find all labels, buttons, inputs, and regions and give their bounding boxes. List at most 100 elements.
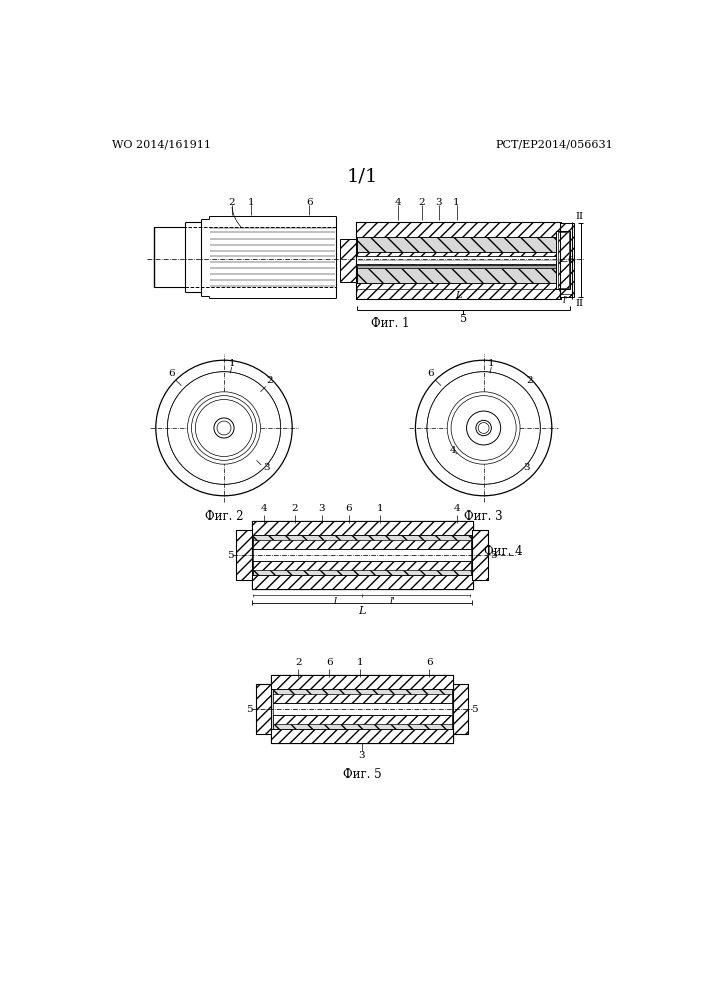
Bar: [273, 694, 452, 703]
Text: 6: 6: [326, 658, 333, 667]
Bar: [558, 232, 569, 288]
Text: 2: 2: [526, 376, 532, 385]
Bar: [253, 540, 472, 549]
Bar: [253, 561, 472, 575]
Text: 2: 2: [295, 658, 302, 667]
Bar: [154, 227, 337, 287]
Bar: [340, 239, 357, 282]
Text: 3: 3: [436, 198, 442, 207]
Bar: [356, 222, 561, 237]
Text: 6: 6: [426, 658, 433, 667]
Text: l: l: [333, 597, 337, 606]
Text: PCT/EP2014/056631: PCT/EP2014/056631: [496, 139, 613, 149]
Circle shape: [217, 421, 231, 435]
Text: WO 2014/161911: WO 2014/161911: [112, 139, 211, 149]
Text: Фиг. 3: Фиг. 3: [464, 510, 503, 523]
Text: l': l': [390, 597, 396, 606]
Circle shape: [168, 372, 281, 484]
Bar: [252, 521, 473, 535]
Circle shape: [214, 418, 234, 438]
Circle shape: [187, 392, 260, 464]
Bar: [356, 256, 561, 264]
Bar: [271, 675, 453, 689]
Bar: [273, 703, 452, 715]
Bar: [252, 575, 473, 589]
Text: II: II: [575, 212, 583, 221]
Text: 1: 1: [228, 359, 235, 368]
Text: Фиг. 4: Фиг. 4: [484, 545, 522, 558]
Bar: [252, 521, 473, 589]
Bar: [236, 530, 252, 580]
Text: 4: 4: [453, 504, 460, 513]
Bar: [559, 223, 573, 297]
Text: 1/1: 1/1: [346, 168, 378, 186]
Text: 1: 1: [357, 658, 363, 667]
Text: l': l': [563, 296, 568, 305]
Text: 1: 1: [488, 359, 495, 368]
Circle shape: [416, 360, 552, 496]
Text: 6: 6: [567, 256, 573, 265]
Bar: [256, 684, 271, 734]
Text: 6: 6: [346, 504, 352, 513]
Text: 4: 4: [260, 504, 267, 513]
Bar: [273, 715, 452, 724]
Text: 2: 2: [267, 376, 273, 385]
Circle shape: [448, 392, 520, 464]
Bar: [253, 561, 472, 570]
Bar: [273, 715, 452, 729]
Wedge shape: [427, 372, 540, 484]
Text: 4: 4: [395, 198, 402, 207]
Bar: [357, 268, 559, 283]
Text: 1: 1: [376, 504, 383, 513]
Circle shape: [451, 396, 516, 460]
Bar: [472, 530, 488, 580]
Text: 3: 3: [263, 463, 270, 472]
Text: 2: 2: [419, 198, 425, 207]
Text: 6: 6: [306, 198, 312, 207]
Text: 5: 5: [246, 705, 253, 714]
Wedge shape: [168, 372, 281, 484]
Text: 4: 4: [450, 446, 456, 455]
Bar: [452, 684, 468, 734]
Bar: [236, 530, 252, 580]
Bar: [357, 252, 559, 265]
Bar: [271, 729, 453, 743]
Text: 5: 5: [491, 551, 497, 560]
Bar: [253, 549, 472, 561]
Text: 6: 6: [168, 369, 175, 378]
Bar: [452, 684, 468, 734]
Text: 2: 2: [291, 504, 298, 513]
Text: II: II: [575, 299, 583, 308]
Bar: [253, 535, 472, 549]
Bar: [271, 675, 453, 743]
Text: 5: 5: [471, 705, 478, 714]
Circle shape: [476, 420, 491, 436]
Text: 1: 1: [453, 198, 460, 207]
Bar: [472, 530, 488, 580]
Bar: [356, 283, 561, 299]
Text: L: L: [455, 291, 461, 300]
Text: L: L: [358, 606, 366, 616]
Bar: [556, 231, 570, 289]
Circle shape: [192, 396, 257, 460]
Text: Фиг. 1: Фиг. 1: [371, 317, 410, 330]
Text: Фиг. 2: Фиг. 2: [205, 510, 243, 523]
Circle shape: [156, 360, 292, 496]
Bar: [273, 689, 452, 703]
Bar: [256, 684, 271, 734]
Text: Фиг. 5: Фиг. 5: [343, 768, 381, 781]
Text: 2: 2: [228, 198, 235, 207]
Bar: [357, 265, 559, 268]
Text: 3: 3: [523, 463, 530, 472]
Text: 1: 1: [248, 198, 255, 207]
Bar: [357, 237, 559, 252]
Text: 6: 6: [428, 369, 434, 378]
Circle shape: [195, 400, 252, 456]
Circle shape: [467, 411, 501, 445]
Text: 5: 5: [460, 314, 467, 324]
Text: 3: 3: [318, 504, 325, 513]
Circle shape: [478, 423, 489, 433]
Text: 3: 3: [358, 751, 366, 760]
Circle shape: [427, 372, 540, 484]
Text: 5: 5: [227, 551, 233, 560]
